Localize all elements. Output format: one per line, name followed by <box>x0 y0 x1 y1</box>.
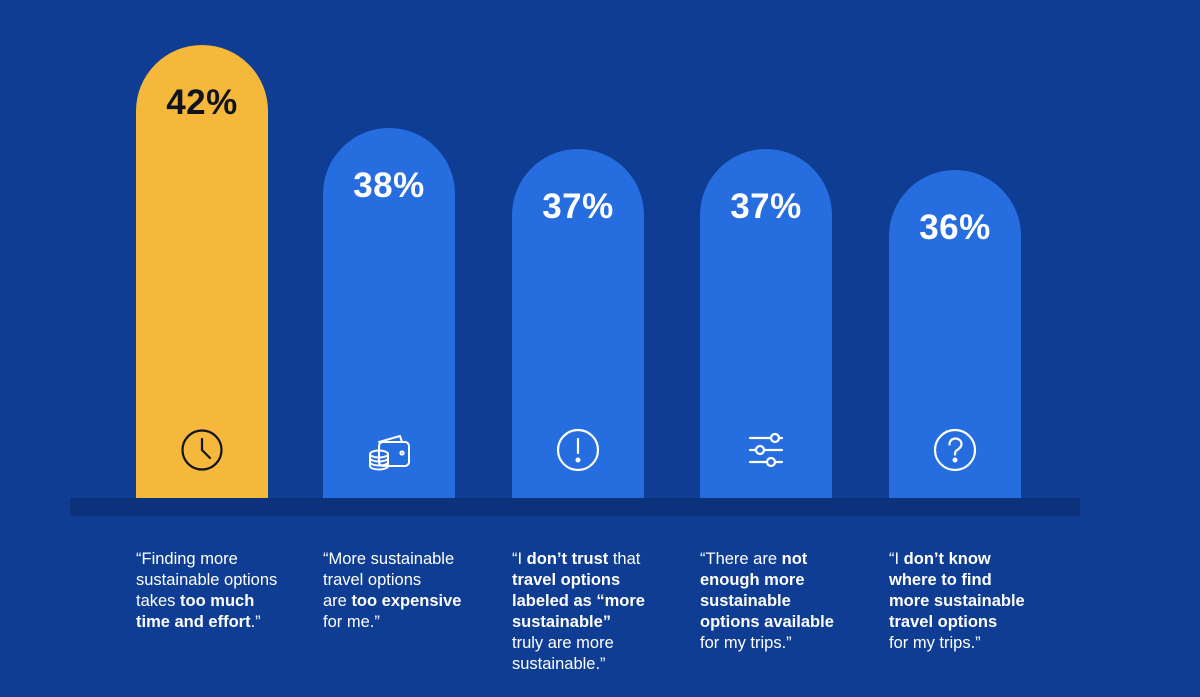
chart-baseline <box>70 498 1080 516</box>
bar-5: 36% <box>889 170 1021 498</box>
bar-caption: “Finding more sustainable options takes to… <box>136 550 278 631</box>
bar-value-label: 37% <box>542 187 614 227</box>
bar-value-label: 38% <box>353 166 425 206</box>
question-circle-icon <box>933 428 977 472</box>
exclamation-circle-icon <box>556 428 600 472</box>
bar-caption: “There are not enough more sustainable opti… <box>700 550 834 652</box>
bar-caption: “More sustainable travel options are too e… <box>323 550 462 631</box>
bar-value-label: 37% <box>730 187 802 227</box>
bar-caption: “I don’t know where to find more sustainab… <box>889 550 1025 652</box>
bar-caption: “I don’t trust that travel options labeled… <box>512 550 645 673</box>
bar-value-label: 42% <box>166 83 238 122</box>
clock-icon <box>180 428 224 472</box>
bar-2: 38% <box>323 128 455 498</box>
sliders-icon <box>744 428 788 472</box>
bar-1: 42% <box>136 45 268 498</box>
bar-value-label: 36% <box>919 208 991 247</box>
bar-4: 37% <box>700 149 832 498</box>
bar-3: 37% <box>512 149 644 498</box>
wallet-coins-icon <box>367 428 411 472</box>
